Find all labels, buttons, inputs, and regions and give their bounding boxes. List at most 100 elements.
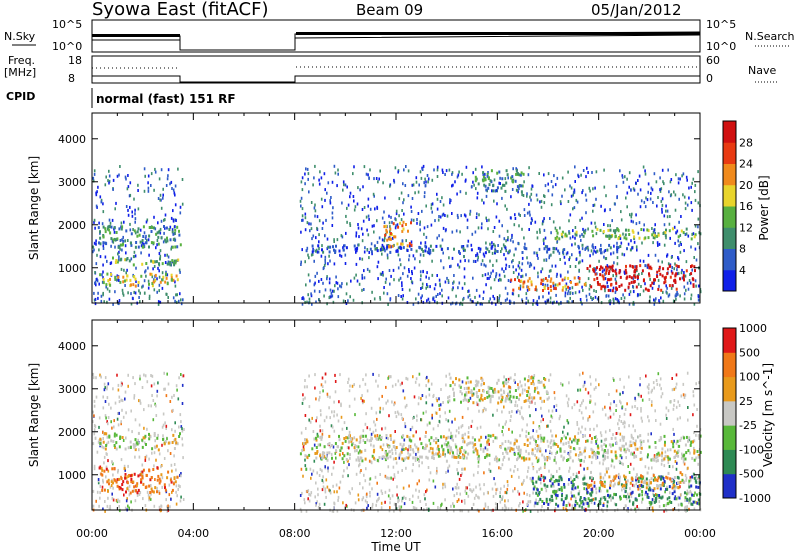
heatmap-cell [476,258,479,262]
noise-trace-fill-early [92,34,180,37]
heatmap-cell [144,374,147,378]
heatmap-cell [94,436,97,440]
heatmap-cell [426,375,428,379]
heatmap-cell [647,190,649,194]
heatmap-cell [480,383,482,387]
heatmap-cell [306,490,309,494]
heatmap-cell [631,265,634,268]
heatmap-cell [492,413,494,417]
heatmap-cell [147,181,149,185]
heatmap-cell [340,285,343,289]
heatmap-cell [304,458,306,462]
heatmap-cell [657,451,660,455]
heatmap-cell [658,438,661,442]
heatmap-cell [459,450,462,454]
heatmap-cell [442,452,445,456]
heatmap-cell [639,293,641,297]
heatmap-cell [520,184,523,188]
heatmap-cell [408,242,411,246]
heatmap-cell [425,401,428,405]
heatmap-cell [363,473,365,477]
heatmap-cell [527,466,530,470]
heatmap-cell [607,224,609,228]
heatmap-cell [434,283,437,287]
heatmap-cell [616,250,619,254]
heatmap-cell [405,239,407,243]
heatmap-cell [141,463,144,467]
heatmap-cell [169,505,171,509]
heatmap-cell [594,250,597,254]
heatmap-cell [505,263,508,267]
heatmap-cell [477,403,480,407]
heatmap-cell [674,208,677,212]
heatmap-cell [601,496,604,500]
heatmap-cell [334,451,337,455]
heatmap-cell [321,488,324,492]
heatmap-cell [117,258,120,262]
heatmap-cell [152,267,154,271]
heatmap-cell [346,459,349,463]
heatmap-cell [682,457,685,461]
heatmap-cell [513,469,515,473]
heatmap-cell [174,245,177,249]
heatmap-cell [163,387,165,391]
heatmap-cell [543,201,546,205]
heatmap-cell [675,294,678,298]
heatmap-cell [586,166,588,170]
heatmap-cell [613,502,616,506]
heatmap-cell [634,398,637,402]
heatmap-cell [501,267,503,271]
heatmap-cell [515,172,518,176]
heatmap-cell [628,424,630,428]
heatmap-cell [179,211,182,215]
colorbar-swatch [723,227,736,249]
heatmap-cell [157,266,159,270]
heatmap-cell [304,216,307,220]
heatmap-cell [393,401,396,405]
heatmap-cell [381,492,384,495]
heatmap-cell [137,227,140,231]
heatmap-cell [528,166,530,170]
heatmap-cell [405,456,408,460]
heatmap-cell [648,274,651,278]
heatmap-cell [499,176,501,180]
heatmap-cell [170,278,173,282]
heatmap-cell [519,214,521,217]
heatmap-cell [317,487,319,491]
heatmap-cell [693,256,695,259]
heatmap-cell [162,437,164,441]
heatmap-cell [166,273,169,277]
heatmap-cell [411,425,414,429]
heatmap-cell [380,501,383,505]
heatmap-cell [474,230,477,234]
heatmap-cell [666,272,669,276]
heatmap-cell [426,283,428,287]
heatmap-cell [477,182,480,186]
heatmap-cell [509,449,512,453]
heatmap-cell [535,288,538,292]
heatmap-cell [342,188,344,192]
heatmap-cell [360,434,363,438]
heatmap-cell [528,375,530,379]
heatmap-cell [362,429,365,433]
heatmap-cell [674,460,677,463]
heatmap-cell [476,191,479,195]
heatmap-cell [578,490,581,494]
heatmap-cell [606,264,609,268]
heatmap-cell [95,191,97,195]
heatmap-cell [691,268,693,272]
heatmap-cell [507,483,509,487]
heatmap-cell [565,436,567,440]
heatmap-cell [474,447,477,451]
heatmap-cell [316,271,318,275]
heatmap-cell [324,255,327,259]
heatmap-cell [134,245,137,249]
heatmap-cell [148,253,150,257]
heatmap-cell [166,253,168,257]
heatmap-cell [389,497,392,501]
heatmap-cell [173,191,176,195]
heatmap-cell [631,212,633,216]
heatmap-cell [401,284,403,288]
heatmap-cell [385,224,388,228]
heatmap-cell [538,425,541,429]
